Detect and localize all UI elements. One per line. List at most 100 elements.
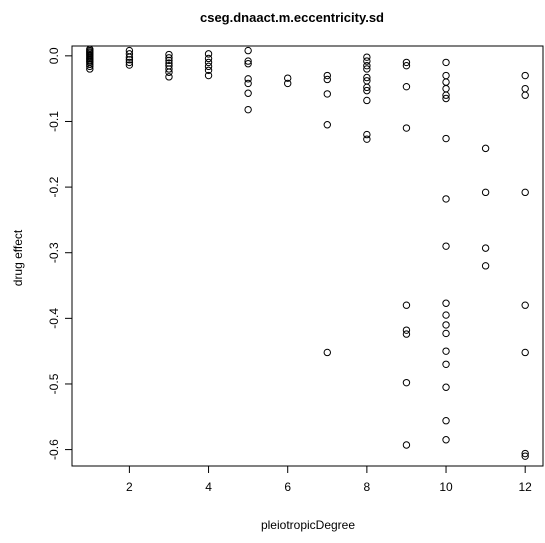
data-points (86, 45, 529, 460)
data-point (363, 73, 371, 82)
data-point (402, 61, 411, 70)
data-point (244, 57, 252, 65)
data-point (402, 82, 411, 91)
y-axis: 0.0 -0.1 -0.2 -0.3 -0.4 -0.5 -0.6 (47, 47, 72, 460)
data-point (284, 79, 292, 88)
data-point (363, 130, 371, 139)
data-point (165, 68, 173, 76)
data-point (442, 84, 450, 93)
data-point (442, 195, 450, 203)
data-point (402, 441, 411, 449)
data-point (521, 348, 529, 357)
x-tick-label: 10 (439, 480, 453, 494)
data-point (284, 74, 292, 82)
data-point (442, 360, 450, 368)
data-point (125, 61, 134, 69)
y-axis-label: drug effect (11, 229, 25, 286)
data-point (521, 71, 529, 80)
data-point (125, 58, 134, 67)
x-axis: 2 4 6 8 10 12 (126, 466, 532, 494)
data-point (323, 348, 331, 357)
data-point (363, 53, 371, 61)
data-point (204, 54, 213, 63)
data-point (244, 75, 252, 83)
data-point (521, 188, 529, 197)
data-point (521, 449, 529, 458)
data-point (442, 299, 450, 307)
data-point (442, 321, 450, 329)
data-point (521, 301, 529, 309)
data-point (442, 347, 450, 355)
data-point (402, 58, 411, 67)
data-point (442, 58, 450, 67)
data-point (363, 61, 371, 70)
data-point (86, 65, 94, 73)
data-point (244, 79, 252, 88)
data-point (402, 330, 411, 338)
data-point (442, 71, 450, 80)
data-point (442, 436, 450, 444)
x-tick-label: 2 (126, 480, 133, 494)
x-tick-label: 12 (519, 480, 533, 494)
data-point (481, 262, 490, 270)
data-point (244, 46, 252, 55)
data-point (323, 90, 331, 98)
data-point (521, 452, 529, 460)
data-point (363, 83, 371, 92)
data-point (244, 105, 252, 114)
data-point (402, 301, 411, 309)
data-point (442, 134, 450, 143)
data-point (481, 144, 490, 153)
data-point (442, 94, 450, 103)
data-point (442, 91, 450, 99)
y-tick-label: 0.0 (47, 47, 61, 64)
data-point (86, 60, 94, 69)
x-tick-label: 6 (284, 480, 291, 494)
data-point (204, 71, 213, 80)
data-point (402, 124, 411, 132)
x-axis-label: pleiotropicDegree (261, 518, 355, 532)
data-point (165, 56, 173, 65)
data-point (204, 50, 213, 58)
chart-title: cseg.dnaact.m.eccentricity.sd (200, 10, 384, 25)
data-point (125, 53, 134, 61)
data-point (442, 383, 450, 391)
data-point (442, 242, 450, 250)
data-point (204, 58, 213, 67)
data-point (165, 54, 173, 62)
y-tick-label: -0.5 (47, 373, 61, 394)
data-point (204, 62, 213, 71)
data-point (363, 65, 371, 73)
data-point (442, 78, 450, 86)
data-point (244, 89, 252, 97)
y-tick-label: -0.4 (47, 308, 61, 329)
data-point (323, 121, 331, 129)
data-point (521, 91, 529, 99)
data-point (323, 71, 331, 80)
y-tick-label: -0.2 (47, 176, 61, 197)
x-tick-label: 4 (205, 480, 212, 494)
data-point (323, 75, 331, 84)
data-point (481, 244, 490, 252)
data-point (204, 66, 213, 74)
data-point (363, 57, 371, 65)
data-point (402, 326, 411, 334)
data-point (363, 96, 371, 105)
x-tick-label: 8 (364, 480, 371, 494)
y-tick-label: -0.6 (47, 439, 61, 460)
data-point (165, 65, 173, 73)
plot-frame (71, 45, 544, 467)
data-point (165, 73, 173, 81)
data-point (86, 62, 94, 71)
data-point (402, 378, 411, 387)
data-point (442, 417, 450, 425)
data-point (125, 56, 134, 64)
y-tick-label: -0.1 (47, 111, 61, 132)
data-point (363, 86, 371, 95)
data-point (481, 188, 490, 197)
data-point (521, 84, 529, 93)
data-point (244, 60, 252, 68)
y-tick-label: -0.3 (47, 242, 61, 263)
data-point (442, 329, 450, 338)
